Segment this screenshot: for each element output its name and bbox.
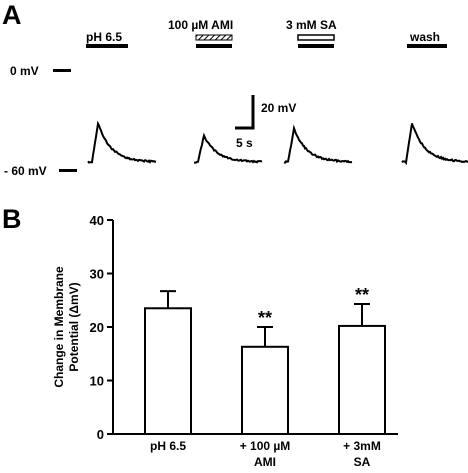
treatment-label-ph: pH 6.5 [86,30,122,44]
category-label-2: + 100 µM [240,439,291,453]
baseline-marker [59,169,77,172]
voltage-trace-1 [87,120,157,164]
scale-bar [235,95,255,130]
panel-a-letter: A [2,0,22,30]
bar-chart: 0 10 20 30 40 Change in MembranePotential (Δm… [52,213,398,469]
category-label-3: SA [354,455,371,469]
zero-mv-label: 0 mV [10,64,39,78]
treatment-bar-sa-drug [297,34,335,41]
y-tick-label: 40 [90,213,104,228]
significance-marker-2: ** [258,308,272,328]
scale-bar-time-label: 5 s [236,136,253,150]
voltage-trace-4 [401,123,468,166]
treatment-bar-ph [86,44,128,48]
bar-1 [144,307,192,435]
scale-bar-voltage-label: 20 mV [261,101,296,115]
baseline-label: - 60 mV [4,164,47,178]
y-axis-label-line: Potential (ΔmV) [67,282,81,371]
panel-a: A pH 6.5 100 µM AMI 3 mM SA wash 0 mV - … [2,0,468,178]
y-tick-label: 20 [90,320,104,335]
y-axis-label: Change in MembranePotential (ΔmV) [52,266,81,388]
y-axis-label-line: Change in Membrane [52,266,66,388]
treatment-bar-ami-drug [195,34,233,41]
significance-marker-3: ** [355,285,369,305]
category-label-3: + 3mM [343,439,381,453]
category-label-1: pH 6.5 [150,439,186,453]
treatment-bar-ami-ph [196,44,232,48]
treatment-bar-wash [407,44,447,48]
treatment-label-wash: wash [409,30,440,44]
panel-b: B 0 10 20 30 40 Change in MembranePotential (… [2,204,398,469]
zero-mv-marker [53,69,71,72]
panel-b-letter: B [2,204,22,234]
treatment-label-ami: 100 µM AMI [168,18,233,32]
y-tick-label: 0 [97,427,104,442]
y-tick-label: 30 [90,267,104,282]
treatment-label-sa: 3 mM SA [286,18,337,32]
bar-3 [338,324,386,435]
voltage-trace-3 [283,124,353,164]
bar-2 [241,345,289,436]
voltage-trace-2 [193,132,263,164]
treatment-bar-sa-ph [298,44,334,48]
voltage-traces [87,120,468,166]
category-label-2: AMI [254,455,276,469]
y-tick-label: 10 [90,374,104,389]
